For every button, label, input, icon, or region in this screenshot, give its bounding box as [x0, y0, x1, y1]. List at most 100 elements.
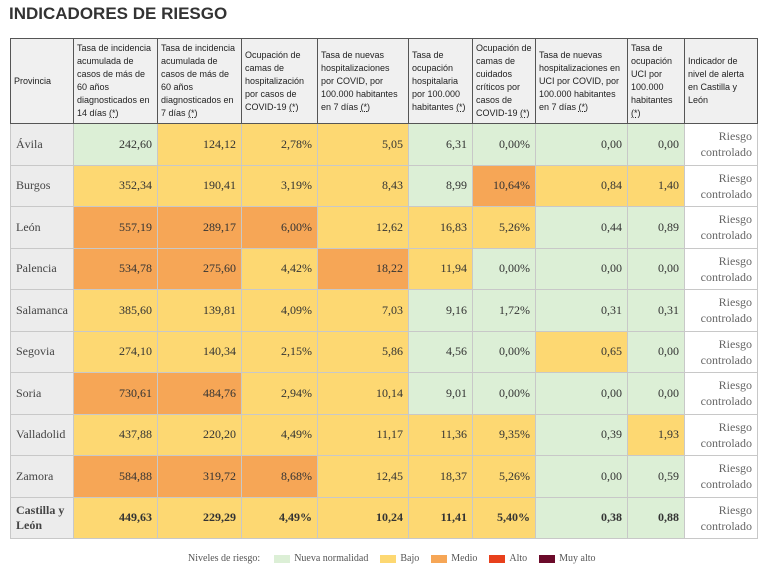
indicator-cell: 5,05 — [317, 123, 409, 166]
indicator-cell: 0,65 — [535, 330, 628, 373]
indicator-cell: 1,72% — [472, 289, 536, 332]
indicator-cell: 5,40% — [472, 496, 536, 539]
column-header: Tasa de nuevas hospitalizaciones en UCI … — [535, 38, 628, 124]
risk-legend: Niveles de riesgo: Nueva normalidad Bajo M… — [188, 553, 596, 564]
indicator-cell: 0,89 — [627, 206, 685, 249]
indicator-cell: 0,00% — [472, 372, 536, 415]
table-row: Segovia 274,10 140,34 2,15% 5,86 4,56 0,00% 0,6… — [10, 330, 758, 373]
indicator-cell: 10,24 — [317, 496, 409, 539]
legend-swatch — [539, 554, 556, 563]
province-cell: Soria — [10, 372, 74, 415]
alert-level-cell: Riesgo controlado — [684, 164, 758, 207]
footnote-link[interactable]: (*) — [578, 101, 589, 112]
indicator-cell: 4,56 — [408, 330, 473, 373]
indicator-cell: 2,78% — [241, 123, 318, 166]
indicator-cell: 0,00% — [472, 123, 536, 166]
indicator-cell: 9,01 — [408, 372, 473, 415]
footnote-link[interactable]: (*) — [631, 108, 641, 118]
indicator-cell: 275,60 — [157, 247, 242, 290]
column-header: Tasa de nuevas hospitalizaciones por COV… — [317, 38, 409, 124]
province-cell: Zamora — [10, 455, 74, 498]
indicator-cell: 534,78 — [73, 247, 158, 290]
indicator-cell: 0,88 — [627, 496, 685, 539]
indicator-cell: 11,94 — [408, 247, 473, 290]
table-row: Burgos 352,34 190,41 3,19% 8,43 8,99 10,64% 0,8… — [10, 164, 758, 207]
indicator-cell: 0,00 — [627, 123, 685, 166]
indicator-cell: 18,37 — [408, 455, 473, 498]
column-header: Ocupación de camas de hospitalización po… — [241, 38, 318, 124]
indicator-cell: 4,09% — [241, 289, 318, 332]
alert-level-cell: Riesgo controlado — [684, 289, 758, 332]
indicator-cell: 0,59 — [627, 455, 685, 498]
indicator-cell: 229,29 — [157, 496, 242, 539]
indicator-cell: 437,88 — [73, 413, 158, 456]
indicator-cell: 220,20 — [157, 413, 242, 456]
footnote-link[interactable]: (*) — [456, 101, 466, 112]
indicator-cell: 3,19% — [241, 164, 318, 207]
indicator-cell: 1,93 — [627, 413, 685, 456]
table-row: Zamora 584,88 319,72 8,68% 12,45 18,37 5,26% 0,… — [10, 455, 758, 498]
legend-swatch — [380, 554, 397, 563]
legend-item-label: Alto — [509, 553, 528, 564]
indicator-cell: 8,43 — [317, 164, 409, 207]
column-header-label: Tasa de incidencia acumulada de casos de… — [161, 43, 236, 118]
indicator-cell: 0,00% — [472, 330, 536, 373]
province-cell: Ávila — [10, 123, 74, 166]
province-cell: Burgos — [10, 164, 74, 207]
province-cell: Palencia — [10, 247, 74, 290]
indicator-cell: 0,39 — [535, 413, 628, 456]
indicator-cell: 0,31 — [627, 289, 685, 332]
indicator-cell: 2,94% — [241, 372, 318, 415]
indicator-cell: 2,15% — [241, 330, 318, 373]
risk-indicators-table: Provincia Tasa de incidencia acumulada de… — [10, 38, 758, 539]
column-header-label: Tasa de ocupación hospitalaria por 100.0… — [412, 49, 461, 112]
column-header: Tasa de ocupación UCI por 100.000 habita… — [627, 38, 685, 124]
indicator-cell: 4,49% — [241, 413, 318, 456]
column-header-label: Tasa de incidencia acumulada de casos de… — [77, 43, 152, 118]
table-row: León 557,19 289,17 6,00% 12,62 16,83 5,26% 0,44… — [10, 206, 758, 249]
province-cell: Salamanca — [10, 289, 74, 332]
indicator-cell: 11,36 — [408, 413, 473, 456]
indicator-cell: 0,00 — [627, 372, 685, 415]
province-cell: Valladolid — [10, 413, 74, 456]
province-cell: Castilla y León — [10, 496, 74, 539]
footnote-link[interactable]: (*) — [188, 108, 198, 118]
column-header: Provincia — [10, 38, 74, 124]
column-header: Tasa de incidencia acumulada de casos de… — [73, 38, 158, 124]
alert-level-cell: Riesgo controlado — [684, 496, 758, 539]
column-header: Ocupación de camas de cuidados críticos … — [472, 38, 536, 124]
province-cell: León — [10, 206, 74, 249]
alert-level-cell: Riesgo controlado — [684, 123, 758, 166]
footnote-link[interactable]: (*) — [360, 101, 371, 112]
alert-level-cell: Riesgo controlado — [684, 372, 758, 415]
indicator-cell: 4,49% — [241, 496, 318, 539]
indicator-cell: 1,40 — [627, 164, 685, 207]
indicator-cell: 10,14 — [317, 372, 409, 415]
indicator-cell: 140,34 — [157, 330, 242, 373]
indicator-cell: 557,19 — [73, 206, 158, 249]
footnote-link[interactable]: (*) — [289, 101, 299, 112]
indicator-cell: 190,41 — [157, 164, 242, 207]
footnote-link[interactable]: (*) — [520, 108, 530, 118]
legend-item-label: Bajo — [400, 553, 420, 564]
indicator-cell: 352,34 — [73, 164, 158, 207]
indicator-cell: 5,26% — [472, 455, 536, 498]
indicator-cell: 11,41 — [408, 496, 473, 539]
table-row: Soria 730,61 484,76 2,94% 10,14 9,01 0,00% 0,00… — [10, 372, 758, 415]
page-title: INDICADORES DE RIESGO — [9, 4, 228, 23]
table-row: Ávila 242,60 124,12 2,78% 5,05 6,31 0,00% 0,00 0… — [10, 123, 758, 166]
legend-item-label: Muy alto — [559, 553, 596, 564]
legend-swatch — [274, 554, 291, 563]
table-row: Salamanca 385,60 139,81 4,09% 7,03 9,16 1,72% 0… — [10, 289, 758, 332]
indicator-cell: 385,60 — [73, 289, 158, 332]
indicator-cell: 6,31 — [408, 123, 473, 166]
indicator-cell: 6,00% — [241, 206, 318, 249]
column-header-label: Tasa de ocupación UCI por 100.000 habita… — [631, 43, 673, 105]
indicator-cell: 16,83 — [408, 206, 473, 249]
table-row: Castilla y León 449,63 229,29 4,49% 10,24 11,… — [10, 496, 758, 539]
indicator-cell: 242,60 — [73, 123, 158, 166]
footnote-link[interactable]: (*) — [109, 108, 119, 118]
legend-swatch — [489, 554, 506, 563]
indicator-cell: 10,64% — [472, 164, 536, 207]
indicator-cell: 4,42% — [241, 247, 318, 290]
